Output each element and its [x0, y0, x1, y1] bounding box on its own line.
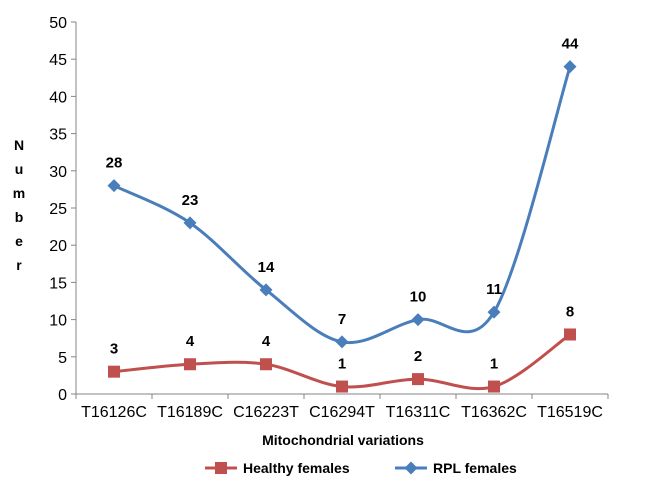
- square-marker: [215, 462, 227, 474]
- data-label: 14: [258, 259, 275, 276]
- data-label: 3: [110, 341, 118, 358]
- data-label: 1: [490, 356, 498, 373]
- x-tick-label: T16519C: [537, 404, 603, 421]
- diamond-marker: [487, 305, 501, 319]
- y-tick-label: 40: [49, 89, 67, 106]
- data-label: 4: [262, 333, 271, 350]
- series-layer: [107, 60, 577, 393]
- data-label: 11: [486, 281, 502, 298]
- legend-label: Healthy females: [243, 460, 350, 476]
- y-axis-title-letter: b: [15, 209, 24, 225]
- data-label: 7: [338, 311, 346, 328]
- x-axis-title: Mitochondrial variations: [262, 432, 424, 448]
- square-marker: [260, 358, 272, 371]
- y-tick-label: 50: [49, 15, 67, 32]
- series-healthy-females: [108, 328, 576, 393]
- square-marker: [488, 380, 500, 393]
- x-tick-label: T16126C: [81, 404, 147, 421]
- series-line: [113, 66, 572, 345]
- square-marker: [108, 365, 120, 378]
- y-tick-label: 0: [58, 387, 67, 404]
- x-tick-label: T16362C: [461, 404, 527, 421]
- square-marker: [184, 358, 196, 371]
- data-label: 10: [410, 289, 427, 306]
- y-tick-label: 30: [49, 164, 67, 181]
- y-tick-label: 20: [49, 238, 67, 255]
- series-rpl-females: [107, 60, 577, 349]
- y-axis-title-letter: m: [13, 185, 25, 201]
- x-tick-label: C16294T: [309, 404, 375, 421]
- x-tick-label: T16189C: [157, 404, 223, 421]
- y-axis-title-letter: r: [16, 257, 22, 273]
- y-axis-ticks: 0 5 10 15 20 25 30 35 40 45 50: [49, 15, 76, 404]
- diamond-marker: [107, 179, 121, 193]
- diamond-marker: [183, 216, 197, 230]
- legend-item: Healthy females: [205, 460, 350, 476]
- legend-item: RPL females: [395, 460, 517, 476]
- y-tick-label: 5: [58, 350, 67, 367]
- diamond-marker: [404, 461, 418, 475]
- y-tick-label: 15: [49, 275, 67, 292]
- x-tick-label: C16223T: [233, 404, 299, 421]
- data-label: 8: [566, 303, 574, 320]
- y-tick-label: 25: [49, 201, 67, 218]
- diamond-marker: [259, 283, 273, 297]
- y-axis-title-letter: e: [15, 233, 23, 249]
- data-label: 23: [182, 192, 199, 209]
- y-tick-label: 45: [49, 52, 67, 69]
- y-axis-title-letter: N: [14, 137, 24, 153]
- legend: Healthy females RPL females: [205, 460, 517, 476]
- data-label: 2: [414, 348, 422, 365]
- x-tick-label: T16311C: [386, 404, 451, 421]
- data-label: 4: [186, 333, 195, 350]
- axes: [75, 22, 608, 395]
- square-marker: [564, 328, 576, 341]
- diamond-marker: [335, 335, 349, 349]
- legend-label: RPL females: [433, 460, 517, 476]
- square-marker: [412, 373, 424, 386]
- y-tick-label: 35: [49, 127, 67, 144]
- y-axis-title-letter: u: [15, 161, 24, 177]
- data-label: 1: [338, 356, 346, 373]
- diamond-marker: [563, 60, 577, 74]
- square-marker: [336, 380, 348, 393]
- x-axis-ticks: T16126C T16189C C16223T C16294T T16311C T1636…: [75, 394, 609, 421]
- data-label: 44: [562, 36, 579, 53]
- data-label: 28: [106, 155, 123, 172]
- y-tick-label: 10: [49, 313, 67, 330]
- diamond-marker: [411, 313, 425, 327]
